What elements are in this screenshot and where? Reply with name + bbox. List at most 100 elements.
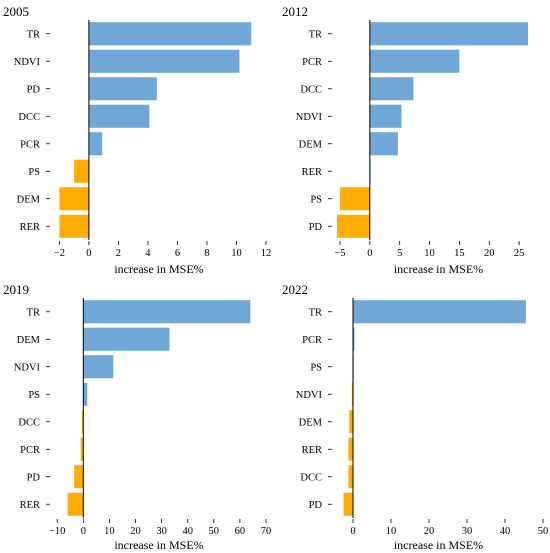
panel-title: 2012 (282, 4, 308, 19)
bar-ndvi (351, 382, 353, 406)
bar-dem (349, 410, 353, 434)
x-tick-label: 12 (261, 248, 272, 259)
category-label-dcc: DCC (300, 472, 322, 483)
category-label-pcr: PCR (20, 139, 40, 150)
bar-dem (83, 327, 170, 351)
panel-title: 2022 (282, 282, 308, 297)
bar-dcc (369, 77, 414, 101)
category-label-pcr: PCR (302, 57, 322, 68)
category-label-dcc: DCC (18, 417, 40, 428)
category-label-ndvi: NDVI (296, 112, 323, 123)
x-tick-label: 15 (454, 248, 465, 259)
x-tick-label: 6 (175, 248, 180, 259)
category-label-ps: PS (28, 167, 40, 178)
bar-pcr (80, 437, 84, 461)
x-tick-label: 4 (145, 248, 151, 259)
category-label-dem: DEM (17, 194, 41, 205)
category-label-pcr: PCR (20, 445, 40, 456)
bar-pd (88, 77, 157, 101)
category-label-pcr: PCR (302, 335, 322, 346)
bar-dem (369, 132, 398, 156)
category-label-pd: PD (309, 500, 323, 511)
x-tick-label: 60 (235, 526, 246, 537)
category-label-tr: TR (27, 29, 40, 40)
category-label-pd: PD (27, 472, 41, 483)
x-tick-label: 0 (350, 526, 355, 537)
category-label-tr: TR (27, 307, 40, 318)
x-tick-label: 30 (462, 526, 473, 537)
panel-title: 2005 (3, 4, 29, 19)
bar-ps (74, 159, 89, 183)
category-label-pd: PD (27, 84, 41, 95)
x-tick-label: 10 (424, 248, 435, 259)
bar-pd (343, 492, 353, 516)
chart-panel-2005: 2005 TR NDVI PD DCC PCR PS DEM RER −2 0 2 4 6 8 10 12 inc… (3, 4, 271, 276)
category-label-ndvi: NDVI (296, 390, 323, 401)
x-tick-label: 5 (397, 248, 402, 259)
bar-rer (59, 214, 89, 238)
category-label-ndvi: NDVI (14, 362, 41, 373)
bar-pcr (369, 49, 460, 73)
bar-tr (353, 300, 526, 324)
x-tick-label: 10 (231, 248, 242, 259)
bar-pcr (88, 132, 103, 156)
category-label-dcc: DCC (18, 112, 40, 123)
category-label-rer: RER (20, 500, 40, 511)
bar-ndvi (83, 355, 114, 379)
bar-pd (74, 465, 84, 489)
bar-tr (88, 22, 252, 46)
x-tick-label: 40 (500, 526, 511, 537)
x-tick-label: 8 (204, 248, 209, 259)
x-tick-label: 70 (261, 526, 272, 537)
bar-ps (339, 187, 370, 211)
x-tick-label: 50 (209, 526, 220, 537)
category-label-ps: PS (28, 390, 40, 401)
bar-pd (336, 214, 370, 238)
bar-ndvi (369, 104, 402, 128)
bar-ndvi (88, 49, 240, 73)
bar-rer (348, 437, 353, 461)
x-tick-label: 0 (86, 248, 91, 259)
x-axis-title: increase in MSE% (394, 262, 483, 276)
category-label-dcc: DCC (300, 84, 322, 95)
category-label-rer: RER (20, 222, 40, 233)
bar-dcc (348, 465, 353, 489)
category-label-dem: DEM (299, 417, 323, 428)
x-tick-label: −2 (54, 248, 65, 259)
category-label-dem: DEM (17, 335, 41, 346)
x-tick-label: 20 (484, 248, 495, 259)
x-tick-label: 20 (130, 526, 141, 537)
bar-rer (67, 492, 84, 516)
x-tick-label: 40 (182, 526, 193, 537)
bar-tr (83, 300, 251, 324)
category-label-tr: TR (309, 29, 322, 40)
x-tick-label: 30 (156, 526, 167, 537)
x-tick-label: 0 (367, 248, 372, 259)
category-label-tr: TR (309, 307, 322, 318)
chart-panel-2019: 2019 TR DEM NDVI PS DCC PCR PD RER −10 0 10 20 30 40 50… (3, 282, 271, 552)
panel-title: 2019 (3, 282, 29, 297)
bar-dem (59, 187, 89, 211)
category-label-ps: PS (310, 362, 322, 373)
category-label-ndvi: NDVI (14, 57, 41, 68)
x-tick-label: 10 (386, 526, 397, 537)
category-label-rer: RER (302, 167, 322, 178)
x-axis-title: increase in MSE% (394, 538, 483, 552)
x-tick-label: 10 (104, 526, 115, 537)
x-tick-label: 2 (116, 248, 121, 259)
category-label-pd: PD (309, 222, 323, 233)
bar-tr (369, 22, 529, 46)
category-label-rer: RER (302, 445, 322, 456)
category-label-dem: DEM (299, 139, 323, 150)
bar-pcr (353, 327, 355, 351)
x-axis-title: increase in MSE% (114, 538, 203, 552)
bar-dcc (88, 104, 150, 128)
x-tick-label: 0 (81, 526, 86, 537)
x-tick-label: −5 (334, 248, 345, 259)
x-tick-label: −10 (49, 526, 65, 537)
bar-dcc (82, 410, 84, 434)
x-tick-label: 20 (424, 526, 435, 537)
